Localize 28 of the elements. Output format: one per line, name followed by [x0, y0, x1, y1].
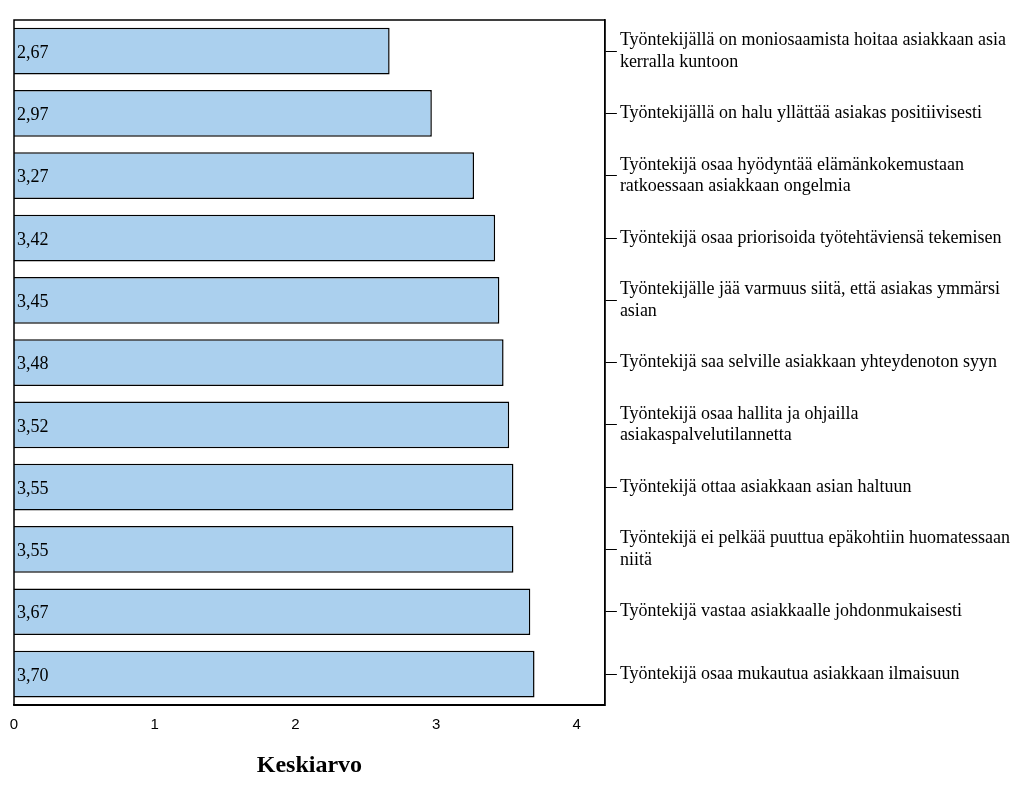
y-tick-label: Työntekijällä on halu yllättää asiakas positiivisesti: [619, 102, 983, 123]
data-label: 3,55: [17, 477, 49, 498]
x-tick-label: 4: [572, 715, 581, 733]
x-tick-label: 1: [150, 715, 159, 733]
y-tick-label: Työntekijä saa selville asiakkaan yhteydenoton syyn: [619, 351, 998, 372]
y-tick-label: Työntekijä osaa mukautua asiakkaan ilmaisuun: [619, 662, 960, 683]
data-label: 3,70: [17, 664, 49, 685]
data-label: 3,42: [17, 228, 49, 249]
y-tick-label: Työntekijä ei pelkää puuttua epäkohtiin huomatessaan niitä: [619, 527, 1010, 570]
y-tick-label: Työntekijä osaa hallita ja ohjailla asiakaspalvelutilannetta: [619, 402, 859, 445]
x-axis-title: Keskiarvo: [256, 750, 363, 777]
data-label: 3,45: [17, 291, 49, 312]
data-label: 3,67: [17, 602, 49, 623]
data-label: 3,55: [17, 540, 49, 561]
x-tick-label: 0: [9, 715, 19, 733]
data-label: 2,97: [17, 104, 49, 125]
x-tick-label: 3: [431, 715, 441, 733]
x-tick-label: 2: [291, 715, 300, 733]
y-tick-label: Työntekijä ottaa asiakkaan asian haltuun: [619, 475, 912, 496]
y-tick-label: Työntekijällä on moniosaamista hoitaa asiakkaan asia kerralla kuntoon: [619, 29, 1007, 71]
y-tick-label: Työntekijä osaa hyödyntää elämänkokemustaan ratkoessaan asiakkaan ongelmia: [619, 153, 965, 196]
data-label: 3,52: [17, 415, 49, 436]
y-tick-label: Työntekijä osaa priorisoida työtehtäviensä tekemisen: [619, 226, 1002, 247]
data-label: 2,67: [17, 41, 49, 62]
y-tick-label: Työntekijälle jää varmuus siitä, että asiakas ymmärsi asian: [619, 278, 1001, 320]
data-label: 3,27: [17, 166, 49, 187]
y-tick-label: Työntekijä vastaa asiakkaalle johdonmukaisesti: [619, 600, 963, 621]
data-label: 3,48: [17, 353, 49, 374]
